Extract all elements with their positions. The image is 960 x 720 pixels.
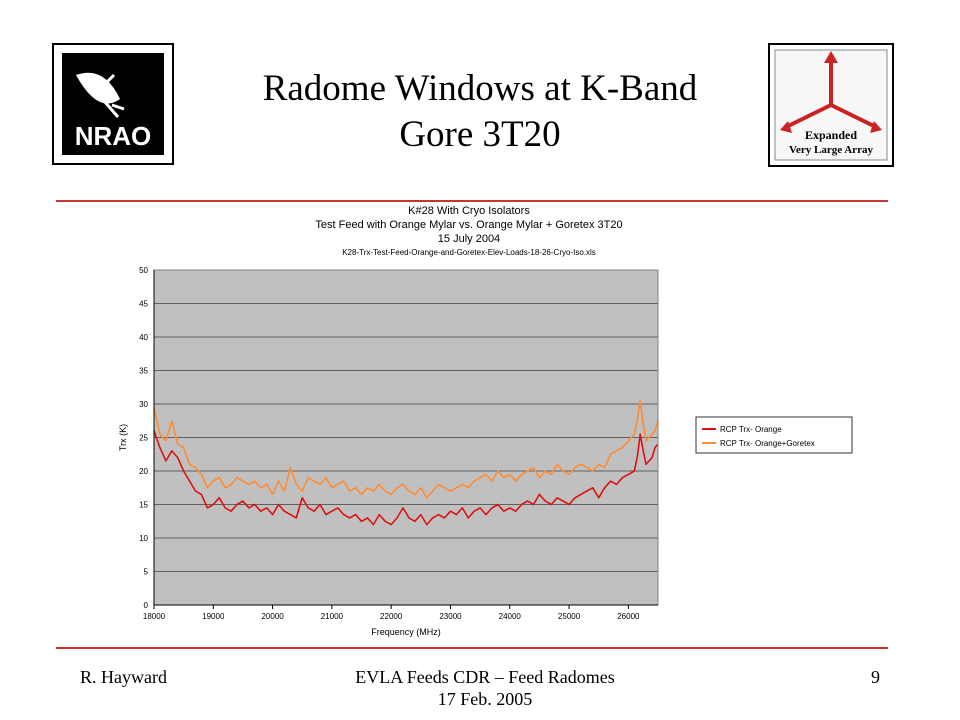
x-tick-21000: 21000: [321, 612, 344, 621]
trx-line-chart: K#28 With Cryo Isolators Test Feed with O…: [118, 205, 853, 637]
y-tick-25: 25: [139, 434, 148, 443]
y-tick-45: 45: [139, 300, 148, 309]
x-tick-26000: 26000: [617, 612, 640, 621]
nrao-logo-text: NRAO: [75, 121, 152, 151]
slide-title-line1: Radome Windows at K-Band: [262, 68, 698, 109]
y-tick-20: 20: [139, 467, 148, 476]
evla-logo-line2: Very Large Array: [789, 144, 873, 156]
bottom-divider: [56, 647, 888, 649]
page-number: 9: [871, 667, 880, 687]
footer-talk-title: EVLA Feeds CDR – Feed Radomes: [355, 667, 615, 687]
x-tick-18000: 18000: [143, 612, 166, 621]
footer-center: EVLA Feeds CDR – Feed Radomes 17 Feb. 20…: [330, 666, 640, 710]
chart-title-line-2: Test Feed with Orange Mylar vs. Orange M…: [315, 219, 622, 231]
legend-label-2: RCP Trx- Orange+Goretex: [720, 439, 815, 448]
chart-legend: RCP Trx- Orange RCP Trx- Orange+Goretex: [695, 416, 853, 454]
x-tick-labels: 18000 19000 20000 21000 22000 23000 24000 25000…: [143, 612, 640, 621]
y-tick-40: 40: [139, 333, 148, 342]
slide-title: Radome Windows at K-Band Gore 3T20: [190, 66, 770, 158]
y-tick-50: 50: [139, 266, 148, 275]
footer-author: R. Hayward: [80, 667, 167, 687]
axes: [153, 269, 659, 609]
chart-title-line-4: K28-Trx-Test-Feed-Orange-and-Goretex-Ele…: [342, 248, 596, 257]
chart-title-line-3: 15 July 2004: [438, 233, 500, 245]
y-tick-0: 0: [144, 601, 149, 610]
y-tick-35: 35: [139, 367, 148, 376]
x-tick-19000: 19000: [202, 612, 225, 621]
legend-box: [695, 416, 853, 454]
x-tick-23000: 23000: [439, 612, 462, 621]
x-axis-label: Frequency (MHz): [371, 627, 441, 637]
nrao-dish-logo-icon: [76, 72, 125, 118]
y-tick-15: 15: [139, 501, 148, 510]
x-tick-22000: 22000: [380, 612, 403, 621]
footer-date: 17 Feb. 2005: [437, 689, 533, 709]
chart-title-block: K#28 With Cryo Isolators Test Feed with O…: [315, 205, 622, 257]
y-tick-10: 10: [139, 534, 148, 543]
series-line-1: [153, 430, 659, 526]
series-lines: [153, 399, 659, 526]
series-line-2: [153, 399, 659, 499]
evla-logo: Expanded Very Large Array: [768, 43, 894, 167]
chart-title-line-1: K#28 With Cryo Isolators: [408, 205, 530, 217]
evla-arrows-logo-icon: [780, 51, 882, 133]
y-tick-5: 5: [144, 568, 149, 577]
nrao-logo: NRAO: [52, 43, 174, 165]
slide-title-line2: Gore 3T20: [399, 114, 561, 155]
x-tick-25000: 25000: [558, 612, 581, 621]
x-tick-20000: 20000: [261, 612, 284, 621]
top-divider: [56, 200, 888, 202]
y-tick-30: 30: [139, 400, 148, 409]
evla-logo-line1: Expanded: [805, 128, 857, 142]
legend-label-1: RCP Trx- Orange: [720, 425, 782, 434]
x-tick-24000: 24000: [499, 612, 522, 621]
y-axis-label: Trx (K): [118, 424, 128, 451]
y-tick-labels: 0 5 10 15 20 25 30 35 40 45 50: [139, 266, 148, 610]
